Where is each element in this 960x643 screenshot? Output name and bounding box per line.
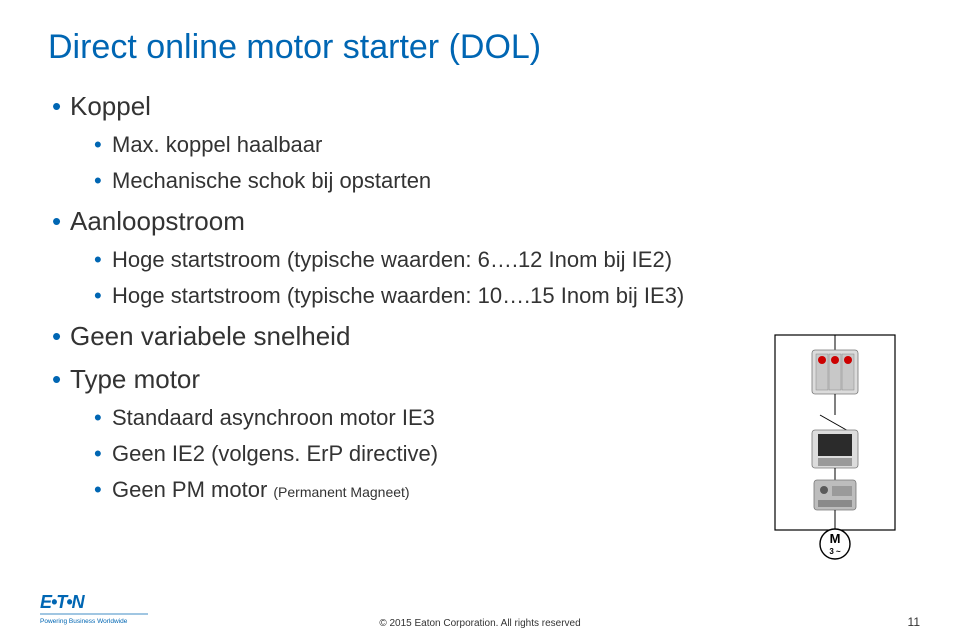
svg-text:Powering Business Worldwide: Powering Business Worldwide — [40, 618, 128, 625]
overload-relay-icon — [814, 480, 856, 510]
bullet-text: Koppel — [70, 91, 151, 121]
subbullet: Hoge startstroom (typische waarden: 6….1… — [92, 247, 912, 273]
subbullet-small: (Permanent Magneet) — [273, 484, 409, 500]
bullet-text: Aanloopstroom — [70, 206, 245, 236]
motor-sub: 3 ~ — [829, 547, 841, 556]
eaton-logo: E•T•N Powering Business Worldwide — [40, 592, 150, 631]
circuit-breaker-icon — [812, 350, 858, 394]
svg-text:E•T•N: E•T•N — [40, 592, 86, 612]
circuit-diagram: M 3 ~ — [760, 330, 910, 560]
subbullet: Hoge startstroom (typische waarden: 10….… — [92, 283, 912, 309]
bullet-aanloopstroom: Aanloopstroom Hoge startstroom (typische… — [48, 206, 912, 309]
bullet-text: Type motor — [70, 364, 200, 394]
contactor-icon — [812, 430, 858, 468]
slide-title: Direct online motor starter (DOL) — [48, 28, 912, 67]
page-number: 11 — [908, 615, 920, 629]
bullet-koppel: Koppel Max. koppel haalbaar Mechanische … — [48, 91, 912, 194]
motor-icon: M 3 ~ — [820, 529, 850, 559]
subbullet-text: Geen PM motor — [112, 477, 273, 502]
subbullet: Max. koppel haalbaar — [92, 132, 912, 158]
motor-label: M — [830, 531, 841, 546]
copyright-text: © 2015 Eaton Corporation. All rights res… — [379, 618, 580, 629]
subbullet: Mechanische schok bij opstarten — [92, 168, 912, 194]
footer: E•T•N Powering Business Worldwide © 2015… — [0, 597, 960, 643]
